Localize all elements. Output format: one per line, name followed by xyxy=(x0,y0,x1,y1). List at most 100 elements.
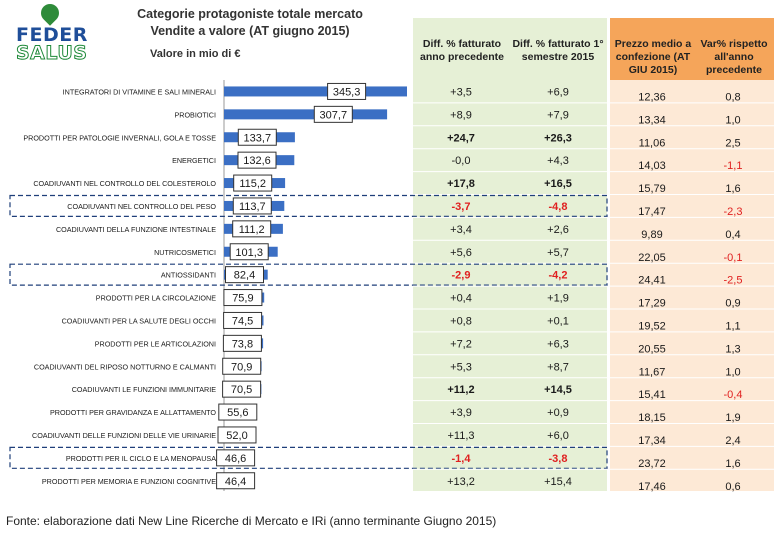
value-label-box xyxy=(222,380,262,398)
value-label-box xyxy=(216,472,256,490)
category-label: PRODOTTI PER MEMORIA E FUNZIONI COGNITIV… xyxy=(42,477,216,486)
price-cell: 23,72 xyxy=(638,458,666,470)
diff-sem-cell: +16,5 xyxy=(544,178,572,190)
diff-year-cell: +13,2 xyxy=(447,476,475,488)
var-price-cell: 1,0 xyxy=(725,366,740,378)
diff-year-cell: +5,3 xyxy=(450,361,472,373)
category-label: PRODOTTI PER IL CICLO E LA MENOPAUSA xyxy=(66,454,216,463)
highlight-dashed-box xyxy=(9,446,608,469)
diff-sem-cell: +5,7 xyxy=(547,247,569,259)
value-label-box xyxy=(217,426,257,444)
value-label-box xyxy=(327,82,367,100)
diff-sem-cell: +0,9 xyxy=(547,407,569,419)
diff-year-cell: +3,5 xyxy=(450,86,472,98)
diff-sem-cell: -4,8 xyxy=(549,201,568,213)
chart-title-line2: Vendite a valore (AT giugno 2015) xyxy=(150,24,350,38)
var-price-cell: -2,3 xyxy=(724,206,743,218)
price-cell: 22,05 xyxy=(638,252,666,264)
category-label: ENERGETICI xyxy=(172,156,216,165)
orange-panel xyxy=(610,80,774,491)
var-price-cell: 1,9 xyxy=(725,412,740,424)
value-label-box xyxy=(313,105,353,123)
diff-sem-cell: +26,3 xyxy=(544,132,572,144)
diff-year-cell: +11,3 xyxy=(447,430,474,442)
price-cell: 15,41 xyxy=(638,389,666,401)
var-price-cell: 0,6 xyxy=(725,481,740,493)
diff-sem-cell: +15,4 xyxy=(544,476,572,488)
var-price-cell: -0,1 xyxy=(724,252,743,264)
category-label: ANTIOSSIDANTI xyxy=(161,271,216,280)
price-cell: 24,41 xyxy=(638,275,666,287)
value-label: 75,9 xyxy=(232,293,253,305)
value-label-box xyxy=(232,220,272,238)
var-price-cell: 1,6 xyxy=(725,458,740,470)
chart-subtitle: Valore in mio di € xyxy=(150,48,241,60)
diff-year-cell: +8,9 xyxy=(450,109,472,121)
highlight-dashed-box xyxy=(9,263,608,286)
price-cell: 15,79 xyxy=(638,183,666,195)
federsalus-logo: FEDER SALUS xyxy=(6,0,90,66)
bar xyxy=(224,86,407,97)
var-price-cell: 1,6 xyxy=(725,183,740,195)
category-label: COADIUVANTI DEL RIPOSO NOTTURNO E CALMAN… xyxy=(34,362,216,371)
category-label: PROBIOTICI xyxy=(174,110,216,119)
diff-year-cell: +11,2 xyxy=(447,384,474,396)
chart-title: Categorie protagoniste totale mercato xyxy=(137,7,363,21)
value-label-box xyxy=(223,311,263,329)
value-label-box xyxy=(216,449,256,467)
logo-text-bottom: SALUS xyxy=(15,42,88,65)
category-label: COADIUVANTI NEL CONTROLLO DEL COLESTEROL… xyxy=(33,179,216,188)
value-label: 52,0 xyxy=(226,430,247,442)
diff-year-cell: +0,8 xyxy=(450,315,472,327)
category-label: COADIUVANTI NEL CONTROLLO DEL PESO xyxy=(67,202,216,211)
value-label: 115,2 xyxy=(239,178,266,190)
header-diff-sem: Diff. % fatturato 1° semestre 2015 xyxy=(512,38,604,63)
value-label: 73,8 xyxy=(232,338,253,350)
source-note: Fonte: elaborazione dati New Line Ricerc… xyxy=(6,514,497,528)
diff-year-cell: +0,4 xyxy=(450,293,472,305)
logo-text-top: FEDER xyxy=(16,24,88,46)
price-cell: 11,67 xyxy=(639,366,666,378)
price-cell: 17,46 xyxy=(638,481,666,493)
category-label: PRODOTTI PER LE ARTICOLAZIONI xyxy=(95,339,216,348)
var-price-cell: -1,1 xyxy=(724,160,743,172)
diff-year-cell: -2,9 xyxy=(452,270,471,282)
value-label: 133,7 xyxy=(244,132,272,144)
diff-sem-cell: +6,0 xyxy=(547,430,569,442)
value-label: 74,5 xyxy=(232,315,253,327)
category-label: NUTRICOSMETICI xyxy=(154,248,216,257)
diff-sem-cell: +0,1 xyxy=(547,315,569,327)
category-label: COADIUVANTI DELLE FUNZIONI DELLE VIE URI… xyxy=(32,431,216,440)
var-price-cell: -2,5 xyxy=(724,275,743,287)
var-price-cell: 1,3 xyxy=(725,343,740,355)
category-label: COADIUVANTI LE FUNZIONI IMMUNITARIE xyxy=(72,385,216,394)
var-price-cell: 0,4 xyxy=(725,229,740,241)
var-price-cell: 1,0 xyxy=(725,114,740,126)
price-cell: 14,03 xyxy=(638,160,666,172)
value-label: 46,4 xyxy=(225,476,246,488)
value-label: 70,9 xyxy=(231,361,252,373)
value-label-box xyxy=(233,174,273,192)
diff-sem-cell: -4,2 xyxy=(549,270,568,282)
category-label: INTEGRATORI DI VITAMINE E SALI MINERALI xyxy=(63,87,216,96)
diff-sem-cell: +14,5 xyxy=(544,384,572,396)
value-label-box xyxy=(232,197,272,215)
diff-sem-cell: +1,9 xyxy=(547,293,569,305)
diff-sem-cell: -3,8 xyxy=(549,453,568,465)
chart-title-block: Categorie protagoniste totale mercato Ve… xyxy=(100,6,400,40)
price-cell: 17,29 xyxy=(638,298,666,310)
diff-sem-cell: +8,7 xyxy=(547,361,569,373)
value-label: 82,4 xyxy=(234,270,255,282)
category-label: PRODOTTI PER GRAVIDANZA E ALLATTAMENTO xyxy=(50,408,216,417)
var-price-cell: 0,8 xyxy=(725,91,740,103)
value-label: 132,6 xyxy=(243,155,271,167)
value-label: 345,3 xyxy=(333,86,361,98)
diff-year-cell: +5,6 xyxy=(450,247,472,259)
value-label-box xyxy=(229,243,269,261)
value-label-box xyxy=(218,403,258,421)
orange-header-bg xyxy=(610,18,774,80)
value-label: 113,7 xyxy=(239,201,266,213)
diff-year-cell: +3,4 xyxy=(450,224,472,236)
diff-sem-cell: +6,9 xyxy=(547,86,569,98)
